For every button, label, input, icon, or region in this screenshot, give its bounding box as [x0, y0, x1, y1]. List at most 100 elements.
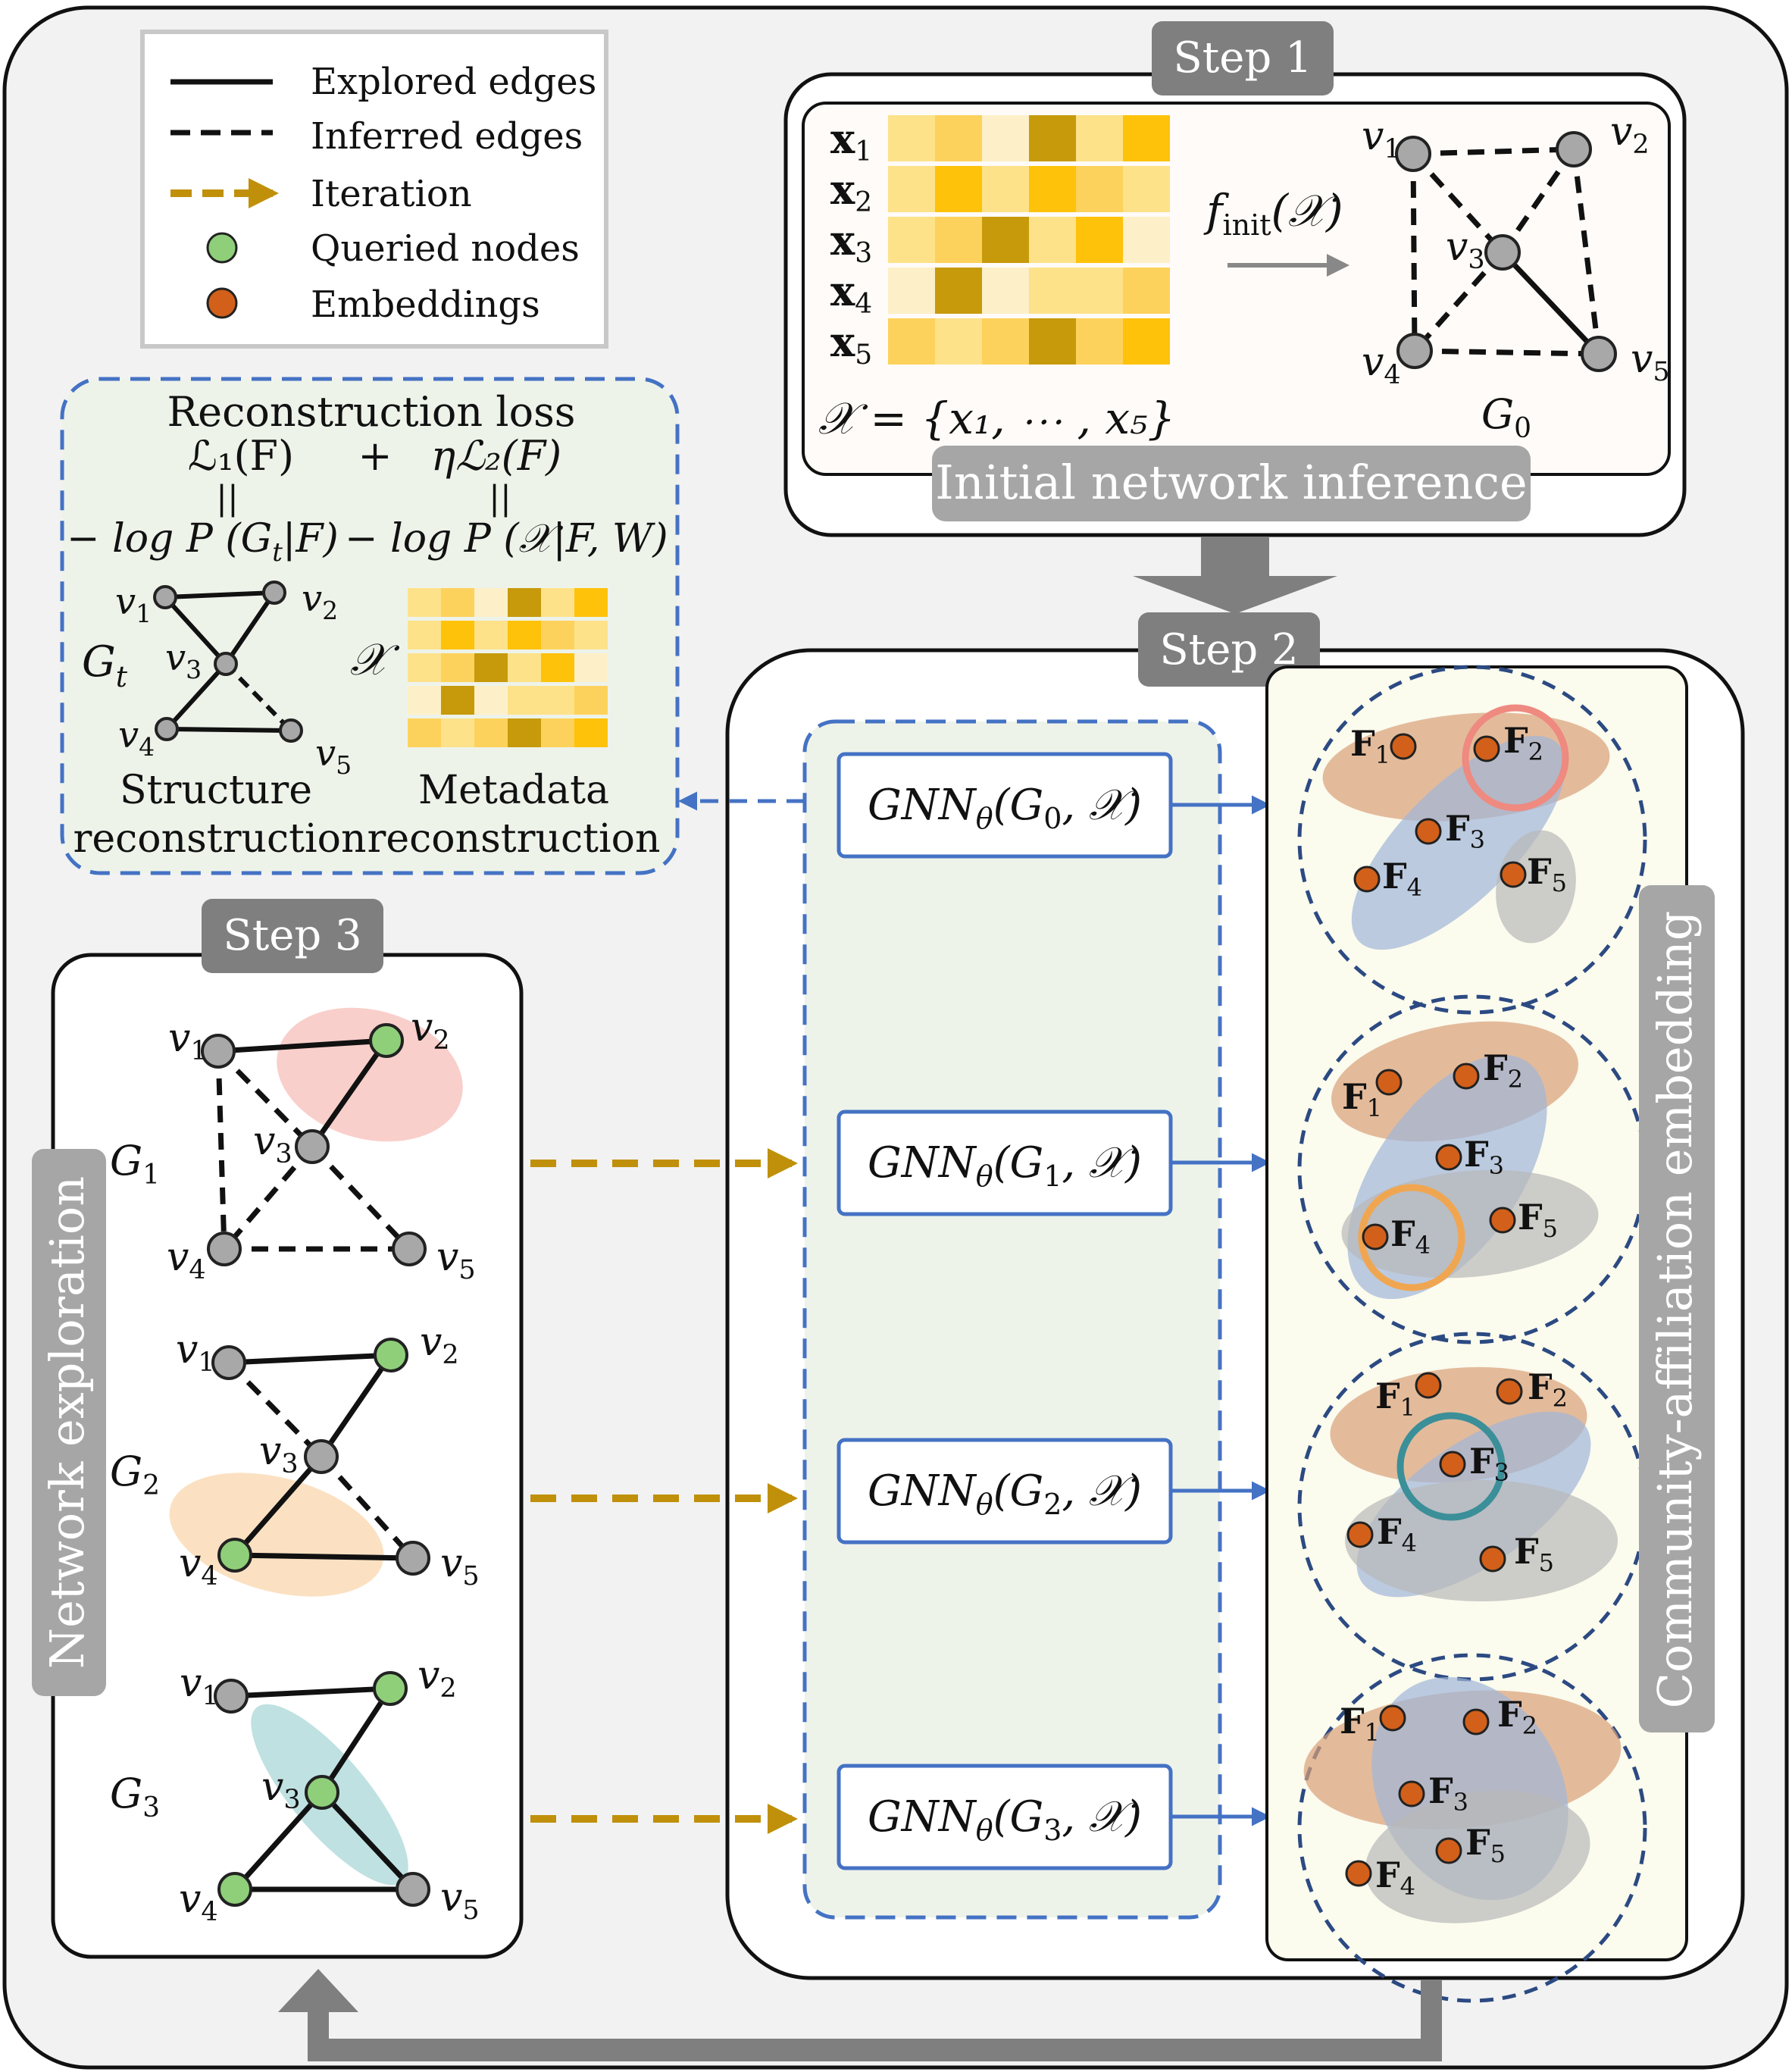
legend-label-explored: Explored edges: [311, 61, 596, 103]
loss-matrix-cell: [474, 686, 508, 715]
feature-matrix-cell: [1123, 318, 1170, 365]
highlight-ring: [1358, 1184, 1465, 1291]
embedding-side-label: Community-affiliation embedding: [1647, 911, 1703, 1709]
node-label: v1: [1362, 114, 1401, 164]
factor-label: F4: [1390, 1213, 1431, 1260]
explored-edge: [320, 1687, 392, 1794]
inferred-edge: [227, 1360, 324, 1459]
explored-edge: [320, 1790, 415, 1892]
inferred-edge: [222, 1144, 314, 1251]
gnn-label-1: GNNθ(G1, 𝒳): [868, 1138, 1142, 1193]
feature-matrix-cell: [1076, 115, 1123, 161]
inferred-edge: [310, 1144, 411, 1251]
loss-matrix-cell: [508, 653, 541, 682]
loss-matrix-cell: [574, 686, 608, 715]
loss-matrix-cell: [574, 653, 608, 682]
factor-label: F4: [1375, 1854, 1415, 1901]
factor-label: F1: [1350, 723, 1390, 769]
step3-panel: Step 3 Network exploration G1G2G3v1v2v3v…: [32, 899, 524, 1959]
embedding-panels: F1 F2 F3 F4 F5 F1 F2 F3 F4 F5 F1 F2 F3 F4 F5 F1 F2 F3 F4 F5: [1297, 665, 1647, 2003]
inferred-edge: [1410, 153, 1418, 352]
explored-edge: [224, 591, 277, 665]
queried-node: [217, 1538, 252, 1573]
embedding-point: [1496, 1378, 1523, 1405]
loss-matrix-cell: [441, 686, 474, 715]
node-label: v3: [165, 637, 202, 684]
feature-matrix-cell: [1123, 115, 1170, 161]
iteration-arrows: [530, 1148, 798, 1834]
inferred-edge: [1571, 149, 1602, 355]
loss-matrix-cell: [541, 653, 574, 682]
inferred-edge: [215, 1050, 227, 1250]
feature-matrix-cell: [1076, 166, 1123, 212]
feature-matrix-cell: [1123, 268, 1170, 314]
graph-g3-label: G3: [110, 1770, 160, 1823]
loss-term2: ηℒ₂(F): [431, 432, 562, 480]
loss-matrix-cell: [441, 588, 474, 617]
step1-to-step2-arrow: [1133, 537, 1337, 614]
loss-matrix-cell: [474, 653, 508, 682]
graph-node: [1484, 234, 1521, 271]
legend-embedding-node-icon: [206, 287, 238, 319]
community-ellipse: [1351, 735, 1566, 950]
embedding-point: [1453, 1063, 1480, 1090]
queried-node: [217, 1872, 252, 1907]
loss-matrix-cell: [474, 718, 508, 747]
community-ellipse: [1365, 1790, 1590, 1923]
node-label: v3: [261, 1764, 301, 1815]
community-ellipse: [277, 1007, 463, 1142]
loss-matrix-cell: [408, 588, 441, 617]
feature-matrix-cell: [888, 115, 935, 161]
feature-matrix-cell: [1123, 217, 1170, 263]
loss-matrix-cell: [441, 718, 474, 747]
legend-label-iteration: Iteration: [311, 173, 472, 215]
finit-label: finit(𝒳): [1203, 185, 1343, 242]
feature-matrix-cell: [888, 217, 935, 263]
inferred-edge: [224, 662, 293, 733]
step2-tag: Step 2: [1159, 625, 1298, 674]
factor-label: F3: [1469, 1441, 1509, 1487]
step2-panel: Step 2 GNNθ(G0, 𝒳) GNNθ(G1, 𝒳) GNNθ(G2, 𝒳)…: [725, 612, 1745, 2003]
factor-label: F3: [1428, 1770, 1468, 1817]
node-label: v2: [418, 1653, 457, 1704]
graph-g1-label: G1: [110, 1137, 160, 1191]
initial-graph-g0: v1 v2 v3 v4 v5: [1362, 109, 1670, 390]
step1-tag-bg: [1152, 21, 1334, 95]
embedding-point: [1489, 1207, 1516, 1234]
feature-set-formula: 𝒳 = {x₁, ⋯ , x₅}: [818, 393, 1175, 444]
step3-tag-bg: [202, 899, 383, 973]
embedding-point: [1479, 1545, 1506, 1573]
factor-label: F1: [1375, 1376, 1415, 1422]
exploration-side-label-bg: [32, 1149, 106, 1696]
feature-matrix-cell: [935, 318, 982, 365]
graph-g3: v1 v2 v3 v4 v5: [179, 1653, 480, 1927]
feature-row-label: x2: [830, 165, 872, 218]
node-label: v2: [1610, 109, 1650, 160]
node-label: v5: [436, 1235, 476, 1285]
feature-matrix-cell: [1076, 268, 1123, 314]
factor-label: F1: [1340, 1701, 1380, 1747]
embedding-point: [1362, 1223, 1389, 1250]
loss-eq1: ||: [216, 479, 239, 518]
structure-line1: Structure: [120, 768, 312, 813]
graph-node: [214, 652, 238, 676]
graph-node: [153, 585, 177, 609]
loss-matrix-cell: [408, 718, 441, 747]
inferred-edge: [216, 1049, 314, 1149]
graph-node: [201, 1034, 236, 1069]
loss-box: [60, 377, 680, 875]
factor-label: F3: [1445, 808, 1485, 854]
node-label: v3: [1446, 224, 1485, 275]
step1-tag: Step 1: [1173, 33, 1312, 83]
graph-node: [279, 718, 303, 743]
node-label: v4: [1362, 340, 1401, 390]
feature-row-label: x5: [830, 318, 872, 371]
embedding-point: [1500, 861, 1527, 888]
graph-node: [295, 1129, 330, 1164]
graph-node: [214, 1679, 249, 1714]
community-ellipse: [1341, 1169, 1599, 1279]
embedding-point: [1415, 1372, 1442, 1399]
graph-node: [396, 1872, 430, 1907]
graph-node: [1396, 333, 1433, 369]
